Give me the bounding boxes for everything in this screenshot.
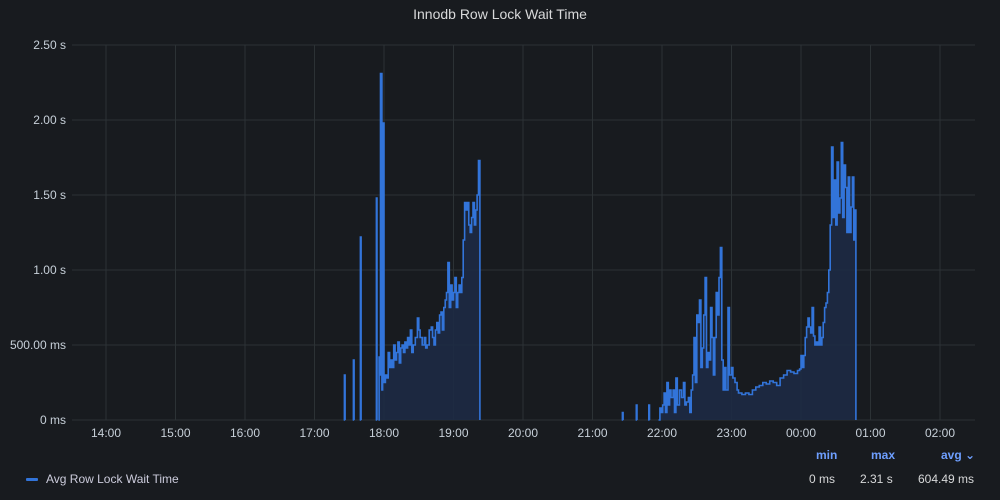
- y-tick-label: 0 ms: [40, 413, 66, 427]
- x-tick-label: 20:00: [508, 426, 538, 440]
- x-tick-label: 14:00: [91, 426, 121, 440]
- legend-item-series[interactable]: Avg Row Lock Wait Time: [26, 472, 179, 486]
- x-tick-label: 02:00: [925, 426, 955, 440]
- y-tick-label: 2.00 s: [33, 113, 66, 127]
- panel-title: Innodb Row Lock Wait Time: [413, 6, 587, 22]
- chart-svg: 0 ms 500.00 ms 1.00 s 1.50 s 2.00 s 2.50 s 14…: [10, 38, 975, 440]
- x-tick-label: 17:00: [299, 426, 329, 440]
- x-axis-ticks: 14:00 15:00 16:00 17:00 18:00 19:00 20:00 21:00…: [91, 426, 955, 440]
- legend-value-avg: 604.49 ms: [918, 472, 975, 486]
- y-axis-ticks: 0 ms 500.00 ms 1.00 s 1.50 s 2.00 s 2.50 s: [10, 38, 66, 427]
- x-tick-label: 22:00: [647, 426, 677, 440]
- series-line: [635, 404, 638, 421]
- x-tick-label: 00:00: [786, 426, 816, 440]
- series-line: [621, 411, 624, 421]
- series-line: [359, 236, 362, 421]
- legend-header-max[interactable]: max: [871, 448, 896, 462]
- series-area: [343, 72, 857, 421]
- y-tick-label: 500.00 ms: [10, 338, 66, 352]
- x-tick-label: 15:00: [160, 426, 190, 440]
- legend-header-min[interactable]: min: [816, 448, 838, 462]
- series-line: [352, 359, 355, 421]
- y-tick-label: 1.50 s: [33, 188, 66, 202]
- series-line: [375, 197, 378, 421]
- x-tick-label: 19:00: [438, 426, 468, 440]
- legend-series-swatch: [26, 477, 38, 481]
- y-tick-label: 1.00 s: [33, 263, 66, 277]
- x-tick-label: 01:00: [855, 426, 885, 440]
- x-tick-label: 23:00: [716, 426, 746, 440]
- series-area-fill: [658, 142, 856, 420]
- legend-series-label: Avg Row Lock Wait Time: [46, 472, 179, 486]
- legend: min max avg ⌄ Avg Row Lock Wait Time 0 m…: [0, 440, 1000, 500]
- series-line: [378, 72, 481, 421]
- x-tick-label: 21:00: [577, 426, 607, 440]
- legend-value-max: 2.31 s: [860, 472, 893, 486]
- x-tick-label: 18:00: [369, 426, 399, 440]
- series-line: [343, 374, 346, 421]
- legend-header-avg[interactable]: avg ⌄: [941, 448, 976, 462]
- series-area-fill: [378, 73, 480, 420]
- y-tick-label: 2.50 s: [33, 38, 66, 52]
- legend-value-min: 0 ms: [809, 472, 836, 486]
- series-line: [648, 404, 651, 421]
- x-tick-label: 16:00: [230, 426, 260, 440]
- series-line: [658, 141, 857, 421]
